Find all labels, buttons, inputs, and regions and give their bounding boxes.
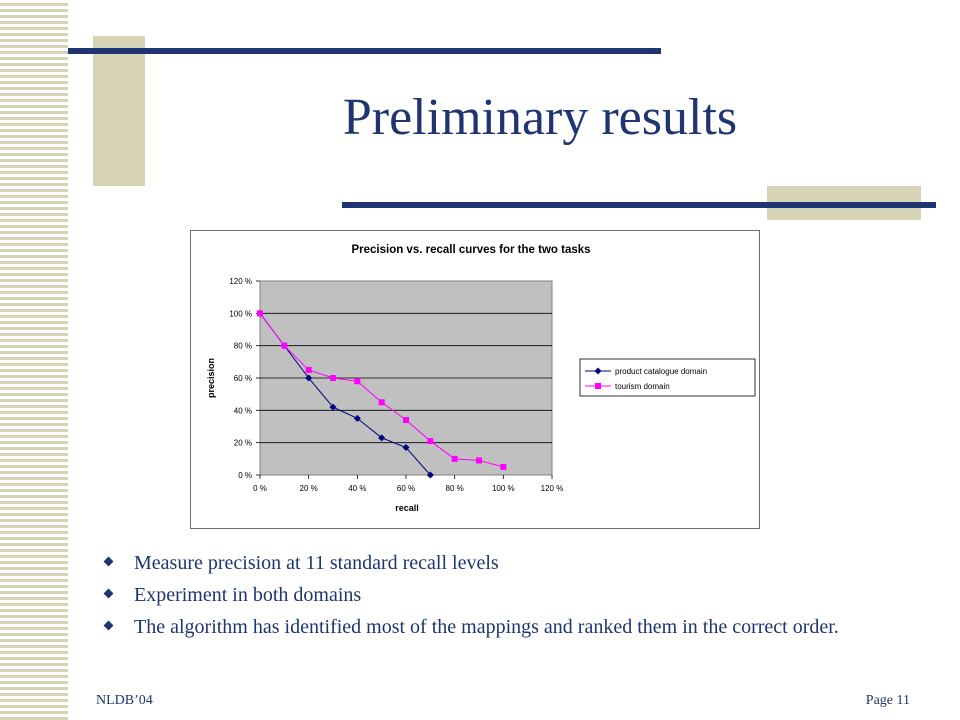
y-tick-label: 80 % bbox=[234, 342, 252, 351]
bullet-item: The algorithm has identified most of the… bbox=[100, 616, 920, 638]
diamond-bullet-icon bbox=[103, 620, 114, 631]
precision-recall-chart: Precision vs. recall curves for the two … bbox=[206, 244, 756, 513]
footer-page-number: Page 11 bbox=[865, 693, 910, 708]
chart-frame: Precision vs. recall curves for the two … bbox=[190, 230, 760, 529]
data-point bbox=[305, 374, 313, 382]
diamond-bullet-icon bbox=[103, 556, 114, 567]
series-2 bbox=[257, 310, 507, 470]
data-point bbox=[354, 378, 361, 385]
data-point bbox=[451, 455, 458, 462]
data-point bbox=[427, 438, 434, 445]
y-tick-label: 60 % bbox=[234, 374, 252, 383]
data-point bbox=[403, 417, 409, 424]
diamond-bullet-icon bbox=[103, 588, 114, 599]
y-tick-label: 40 % bbox=[234, 406, 252, 415]
y-tick-label: 100 % bbox=[229, 309, 252, 318]
data-point bbox=[257, 310, 263, 317]
data-point bbox=[378, 399, 385, 406]
title-bottom-rule bbox=[342, 202, 936, 208]
chart-legend: product catalogue domain tourism domain bbox=[579, 358, 756, 397]
striped-left-border bbox=[0, 0, 68, 720]
y-axis-label: precision bbox=[206, 358, 216, 398]
legend-marker bbox=[594, 367, 602, 375]
chart-title: Precision vs. recall curves for the two … bbox=[351, 244, 590, 256]
y-tick-label: 20 % bbox=[234, 439, 252, 448]
title-accent-block bbox=[93, 36, 145, 186]
x-tick-label: 60 % bbox=[397, 484, 415, 493]
x-tick-label: 20 % bbox=[300, 484, 318, 493]
data-point bbox=[281, 342, 288, 349]
legend-marker bbox=[595, 383, 601, 389]
y-tick-label: 120 % bbox=[229, 277, 252, 286]
y-tick-label: 0 % bbox=[238, 471, 252, 480]
data-point bbox=[305, 366, 312, 373]
data-point bbox=[329, 403, 337, 411]
data-point bbox=[378, 434, 386, 442]
x-tick-label: 0 % bbox=[253, 484, 267, 493]
data-point bbox=[330, 375, 336, 381]
legend-label: product catalogue domain bbox=[615, 367, 707, 376]
bullet-list: Measure precision at 11 standard recall … bbox=[100, 552, 920, 648]
footer-conference: NLDB’04 bbox=[96, 693, 153, 708]
data-point bbox=[476, 457, 482, 464]
data-point bbox=[426, 471, 434, 479]
page-title: Preliminary results bbox=[342, 89, 738, 146]
bullet-item: Measure precision at 11 standard recall … bbox=[100, 552, 920, 574]
x-tick-label: 80 % bbox=[446, 484, 464, 493]
x-tick-label: 40 % bbox=[348, 484, 366, 493]
data-point bbox=[353, 414, 361, 422]
data-point bbox=[402, 444, 410, 452]
series-line bbox=[259, 313, 431, 476]
bullet-item: Experiment in both domains bbox=[100, 584, 920, 606]
x-axis-label: recall bbox=[395, 503, 419, 513]
x-tick-label: 120 % bbox=[541, 484, 564, 493]
data-point bbox=[500, 463, 507, 470]
title-top-rule bbox=[68, 48, 661, 54]
legend-label: tourism domain bbox=[615, 382, 670, 391]
x-tick-label: 100 % bbox=[492, 484, 515, 493]
